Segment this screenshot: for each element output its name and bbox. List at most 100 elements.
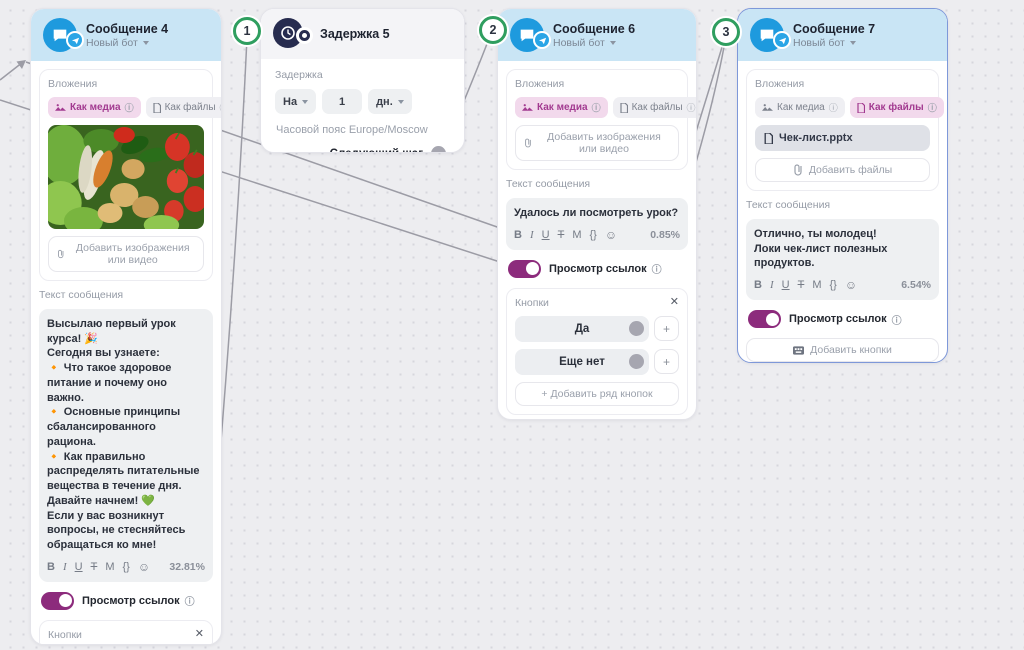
add-button-plus[interactable]: + (654, 349, 679, 375)
message-text[interactable]: Удалось ли посмотреть урок? (514, 207, 679, 219)
message-text[interactable]: Отлично, ты молодец! Локи чек-лист полез… (754, 228, 888, 270)
attachments-panel: Вложения Как медиа ⓘ Как файлы ⓘ Добавить … (506, 69, 696, 170)
image-icon (522, 104, 533, 111)
underline-button[interactable]: U (74, 560, 83, 573)
node-delay-5[interactable]: Задержка 5 Задержка На дн. Часовой пояс … (260, 8, 465, 153)
attachment-image-vegetables[interactable] (48, 125, 204, 229)
add-files-button[interactable]: Добавить файлы (755, 158, 930, 182)
button-connector[interactable] (629, 353, 644, 369)
node-message-7[interactable]: Сообщение 7 Новый бот Вложения Как медиа… (737, 8, 948, 363)
info-icon[interactable]: ⓘ (891, 315, 902, 327)
info-icon[interactable]: ⓘ (927, 103, 937, 113)
close-icon[interactable]: ✕ (194, 628, 204, 641)
button-connector[interactable] (629, 320, 644, 336)
bot-name[interactable]: Новый бот (793, 36, 845, 49)
mono-button[interactable]: M (105, 560, 115, 573)
add-buttons-button[interactable]: Добавить кнопки (746, 338, 939, 362)
node-title: Задержка 5 (320, 27, 390, 41)
gear-icon (296, 27, 313, 44)
paperclip-icon (794, 164, 802, 176)
italic-button[interactable]: I (529, 228, 534, 241)
delay-mode-select[interactable]: На (275, 89, 317, 114)
node-message-6[interactable]: Сообщение 6 Новый бот Вложения Как медиа… (497, 8, 697, 420)
bot-button-yes[interactable]: Да (515, 315, 649, 342)
chevron-down-icon (609, 40, 616, 45)
timezone-label: Часовой пояс Europe/Moscow (276, 124, 428, 136)
close-icon[interactable]: ✕ (669, 296, 679, 309)
delay-section-label: Задержка (275, 69, 323, 81)
as-media-chip[interactable]: Как медиа ⓘ (48, 97, 141, 118)
strikethrough-button[interactable]: T (557, 228, 565, 241)
next-step-connector[interactable] (431, 146, 446, 152)
file-icon (857, 102, 865, 113)
italic-button[interactable]: I (769, 279, 774, 292)
add-button-plus[interactable]: + (654, 316, 679, 342)
add-image-video-button[interactable]: Добавить изображения или видео (48, 236, 204, 272)
message-text-editor[interactable]: Отлично, ты молодец! Локи чек-лист полез… (746, 219, 939, 301)
strikethrough-button[interactable]: T (90, 560, 98, 573)
emoji-button[interactable]: ☺ (137, 559, 151, 574)
input-badge-msg6[interactable]: 2 (479, 16, 507, 44)
code-button[interactable]: {} (589, 228, 597, 241)
input-badge-delay5[interactable]: 1 (233, 17, 261, 45)
code-button[interactable]: {} (829, 279, 837, 292)
input-badge-msg7[interactable]: 3 (712, 18, 740, 46)
attached-file[interactable]: Чек-лист.pptx (755, 125, 930, 151)
info-icon[interactable]: ⓘ (828, 103, 838, 113)
as-media-chip[interactable]: Как медиа ⓘ (515, 97, 608, 118)
delay-unit-select[interactable]: дн. (368, 89, 412, 114)
node-header[interactable]: Сообщение 4 Новый бот (31, 9, 221, 61)
link-preview-label: Просмотр ссылок (549, 262, 647, 275)
chat-bubble-icon (43, 18, 84, 52)
emoji-button[interactable]: ☺ (604, 227, 618, 242)
attachments-label: Вложения (755, 78, 805, 90)
buttons-panel: Кнопки ✕ Новая кнопка + + Добавить ряд к… (39, 619, 213, 644)
info-icon[interactable]: ⓘ (124, 103, 134, 113)
bot-name[interactable]: Новый бот (86, 36, 138, 49)
buttons-panel-label: Кнопки (48, 628, 82, 641)
link-preview-toggle[interactable] (508, 259, 541, 278)
as-media-chip[interactable]: Как медиа ⓘ (755, 97, 845, 118)
link-preview-toggle[interactable] (748, 310, 781, 329)
attachments-panel: Вложения Как медиа ⓘ Как файлы ⓘ Чек-лист.… (746, 69, 944, 191)
message-text-editor[interactable]: Высылаю первый урок курса! 🎉 Сегодня вы … (39, 309, 213, 582)
info-icon[interactable]: ⓘ (220, 101, 221, 114)
bold-button[interactable]: B (514, 228, 522, 241)
add-button-row-button[interactable]: + Добавить ряд кнопок (515, 381, 679, 406)
keyboard-icon (793, 346, 805, 355)
chevron-down-icon (142, 40, 149, 45)
italic-button[interactable]: I (62, 560, 67, 573)
bold-button[interactable]: B (47, 560, 55, 573)
node-header[interactable]: Сообщение 6 Новый бот (498, 9, 696, 61)
emoji-button[interactable]: ☺ (844, 278, 858, 293)
bot-button-not-yet[interactable]: Еще нет (515, 348, 649, 375)
underline-button[interactable]: U (541, 228, 550, 241)
bot-name[interactable]: Новый бот (553, 36, 605, 49)
node-message-4[interactable]: Сообщение 4 Новый бот Вложения Как медиа… (30, 8, 222, 645)
message-text-label: Текст сообщения (746, 199, 831, 211)
underline-button[interactable]: U (781, 279, 790, 292)
code-button[interactable]: {} (122, 560, 130, 573)
strikethrough-button[interactable]: T (797, 279, 805, 292)
message-text-editor[interactable]: Удалось ли посмотреть урок? B I U T M {}… (506, 198, 688, 250)
message-text[interactable]: Высылаю первый урок курса! 🎉 Сегодня вы … (47, 318, 200, 552)
format-toolbar: B I U T M {} ☺ 0.85% (514, 228, 680, 242)
link-preview-label: Просмотр ссылок (789, 313, 887, 326)
node-header[interactable]: Задержка 5 (261, 9, 464, 59)
info-icon[interactable]: ⓘ (591, 103, 601, 113)
info-icon[interactable]: ⓘ (686, 103, 696, 113)
delay-value-input[interactable] (322, 89, 363, 114)
mono-button[interactable]: M (812, 279, 822, 292)
next-step-label: Следующий шаг (330, 148, 423, 153)
info-icon[interactable]: ⓘ (184, 597, 195, 609)
node-header[interactable]: Сообщение 7 Новый бот (738, 9, 947, 61)
link-preview-toggle[interactable] (41, 591, 74, 610)
bold-button[interactable]: B (754, 279, 762, 292)
info-icon[interactable]: ⓘ (651, 265, 662, 277)
add-image-video-button[interactable]: Добавить изображения или видео (515, 125, 679, 161)
mono-button[interactable]: M (572, 228, 582, 241)
file-icon (620, 102, 628, 113)
